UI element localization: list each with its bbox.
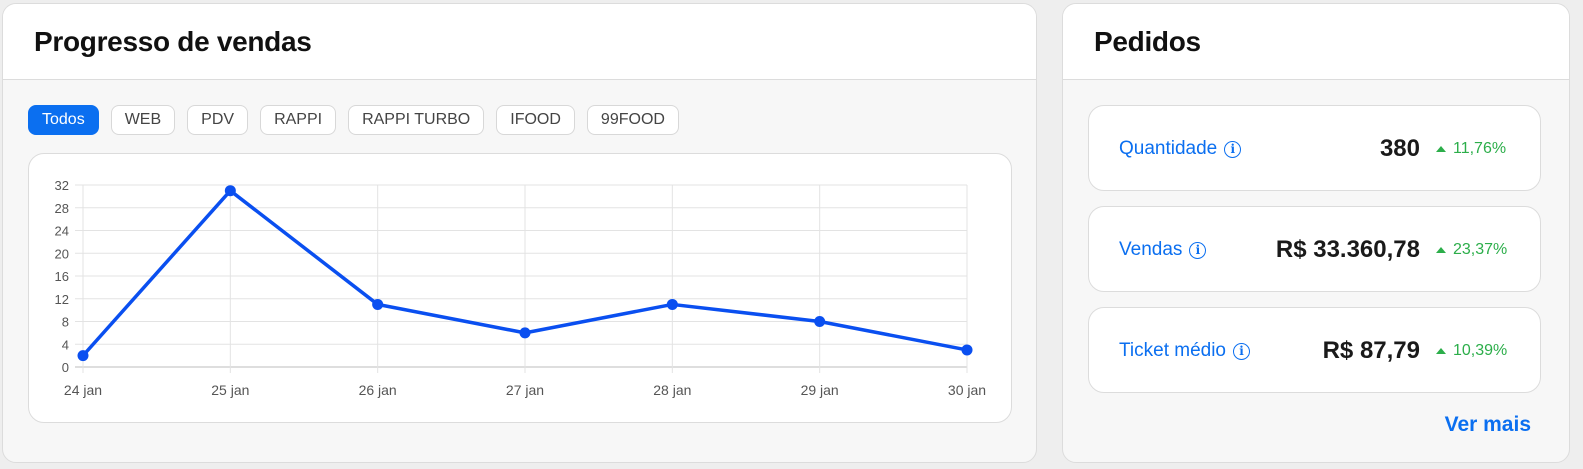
- metric-average-ticket-value: R$ 87,79: [1322, 337, 1420, 364]
- y-tick-label: 4: [62, 337, 69, 352]
- orders-header: Pedidos: [1063, 4, 1569, 80]
- y-tick-label: 0: [62, 360, 69, 375]
- metric-quantity-value: 380: [1379, 135, 1420, 162]
- metric-average-ticket-delta: 10,39%: [1436, 308, 1507, 394]
- metric-average-ticket-label: Ticket médio: [1119, 340, 1226, 361]
- metric-sales-value: R$ 33.360,78: [1275, 236, 1420, 263]
- x-tick-label: 26 jan: [359, 382, 397, 398]
- filter-ifood[interactable]: IFOOD: [496, 105, 575, 135]
- metric-quantity-label: Quantidade: [1119, 138, 1218, 159]
- data-point: [519, 327, 531, 339]
- data-point: [372, 298, 384, 310]
- metric-sales-delta: 23,37%: [1436, 207, 1507, 293]
- data-point: [666, 298, 678, 310]
- filter-rappi[interactable]: RAPPI: [260, 105, 337, 135]
- metric-quantity-label-group[interactable]: Quantidade i: [1119, 106, 1242, 192]
- metric-quantity-delta-value: 11,76%: [1453, 140, 1507, 157]
- x-tick-label: 29 jan: [801, 382, 839, 398]
- metric-sales-delta-value: 23,37%: [1453, 241, 1508, 258]
- metric-sales-label: Vendas: [1119, 239, 1183, 260]
- info-icon[interactable]: i: [1233, 342, 1250, 360]
- filter-web[interactable]: WEB: [110, 105, 176, 135]
- sales-progress-card: Progresso de vendas Todos WEB PDV RAPPI …: [2, 3, 1037, 463]
- metric-average-ticket: Ticket médio i R$ 87,79 10,39%: [1088, 307, 1541, 393]
- y-tick-label: 28: [55, 201, 69, 216]
- y-tick-label: 16: [55, 269, 69, 284]
- y-tick-label: 24: [55, 224, 69, 239]
- orders-card: Pedidos Quantidade i 380 11,76% Vendas i…: [1062, 3, 1570, 463]
- filter-99food[interactable]: 99FOOD: [586, 105, 679, 135]
- filter-rappi-turbo[interactable]: RAPPI TURBO: [348, 105, 485, 135]
- y-tick-label: 8: [62, 315, 69, 330]
- metric-quantity-delta: 11,76%: [1436, 106, 1506, 192]
- metric-average-ticket-label-group[interactable]: Ticket médio i: [1119, 308, 1250, 394]
- trend-up-icon: [1436, 348, 1446, 354]
- data-point: [77, 350, 89, 362]
- y-tick-label: 20: [55, 246, 69, 261]
- info-icon[interactable]: i: [1189, 241, 1207, 259]
- see-more-link[interactable]: Ver mais: [1444, 413, 1531, 436]
- sales-progress-title: Progresso de vendas: [34, 25, 312, 57]
- y-tick-label: 12: [55, 292, 69, 307]
- x-tick-label: 27 jan: [506, 382, 544, 398]
- metric-sales-label-group[interactable]: Vendas i: [1119, 207, 1207, 293]
- sales-progress-header: Progresso de vendas: [3, 4, 1036, 80]
- y-tick-label: 32: [55, 178, 69, 193]
- orders-title: Pedidos: [1094, 25, 1201, 57]
- metric-sales: Vendas i R$ 33.360,78 23,37%: [1088, 206, 1541, 292]
- info-icon[interactable]: i: [1224, 140, 1242, 158]
- data-point: [961, 344, 973, 356]
- sales-line-chart: 0 4 8 12 16 20 24 28 32 24 jan 25 jan 26 jan 27 jan 2…: [55, 178, 987, 398]
- x-tick-label: 30 jan: [948, 382, 986, 398]
- channel-filters: Todos WEB PDV RAPPI RAPPI TURBO IFOOD 99…: [28, 105, 679, 135]
- x-tick-label: 24 jan: [64, 382, 102, 398]
- x-tick-label: 25 jan: [211, 382, 249, 398]
- filter-todos[interactable]: Todos: [28, 105, 99, 135]
- filter-pdv[interactable]: PDV: [187, 105, 249, 135]
- metric-quantity: Quantidade i 380 11,76%: [1088, 105, 1541, 191]
- x-tick-label: 28 jan: [653, 382, 691, 398]
- trend-up-icon: [1436, 247, 1446, 253]
- data-point: [814, 316, 826, 327]
- sales-chart-container: 0 4 8 12 16 20 24 28 32 24 jan 25 jan 26 jan 27 jan 2…: [28, 153, 1012, 423]
- data-point: [224, 185, 236, 197]
- trend-up-icon: [1436, 146, 1446, 152]
- metric-average-ticket-delta-value: 10,39%: [1453, 342, 1508, 359]
